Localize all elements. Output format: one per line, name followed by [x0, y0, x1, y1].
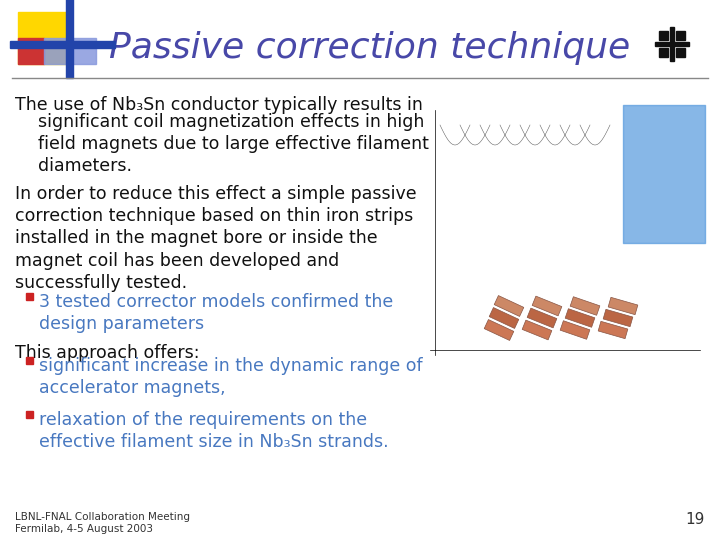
Text: significant coil magnetization effects in high
field magnets due to large effect: significant coil magnetization effects i…: [38, 113, 429, 176]
Bar: [10, 41, 115, 48]
Text: relaxation of the requirements on the
effective filament size in Nb₃Sn strands.: relaxation of the requirements on the ef…: [39, 411, 389, 451]
Bar: [670, 27, 674, 61]
Text: In order to reduce this effect a simple passive
correction technique based on th: In order to reduce this effect a simple …: [15, 185, 417, 292]
Bar: [659, 31, 668, 40]
Text: The use of Nb₃Sn conductor typically results in: The use of Nb₃Sn conductor typically res…: [15, 96, 423, 114]
Bar: [66, 0, 73, 78]
Bar: [489, 308, 519, 328]
Bar: [18, 38, 44, 64]
Bar: [676, 48, 685, 57]
Bar: [527, 308, 557, 328]
Text: 3 tested corrector models confirmed the
design parameters: 3 tested corrector models confirmed the …: [39, 293, 393, 333]
Bar: [560, 321, 590, 339]
Text: significant increase in the dynamic range of
accelerator magnets,: significant increase in the dynamic rang…: [39, 357, 423, 397]
Bar: [676, 31, 685, 40]
Text: 19: 19: [685, 512, 705, 527]
Bar: [532, 296, 562, 316]
Bar: [570, 296, 600, 315]
Bar: [659, 48, 668, 57]
Bar: [430, 105, 705, 355]
Bar: [494, 295, 524, 316]
Bar: [26, 293, 33, 300]
Bar: [18, 12, 70, 64]
Bar: [522, 320, 552, 340]
Text: Passive correction technique: Passive correction technique: [109, 31, 631, 65]
Bar: [655, 42, 689, 46]
Bar: [26, 411, 33, 418]
Text: LBNL-FNAL Collaboration Meeting
Fermilab, 4-5 August 2003: LBNL-FNAL Collaboration Meeting Fermilab…: [15, 512, 190, 534]
Bar: [484, 320, 514, 340]
Bar: [603, 309, 633, 327]
Text: This approach offers:: This approach offers:: [15, 344, 199, 362]
Bar: [26, 357, 33, 364]
Bar: [608, 298, 638, 315]
Bar: [565, 309, 595, 327]
Bar: [598, 321, 628, 339]
Bar: [44, 38, 96, 64]
